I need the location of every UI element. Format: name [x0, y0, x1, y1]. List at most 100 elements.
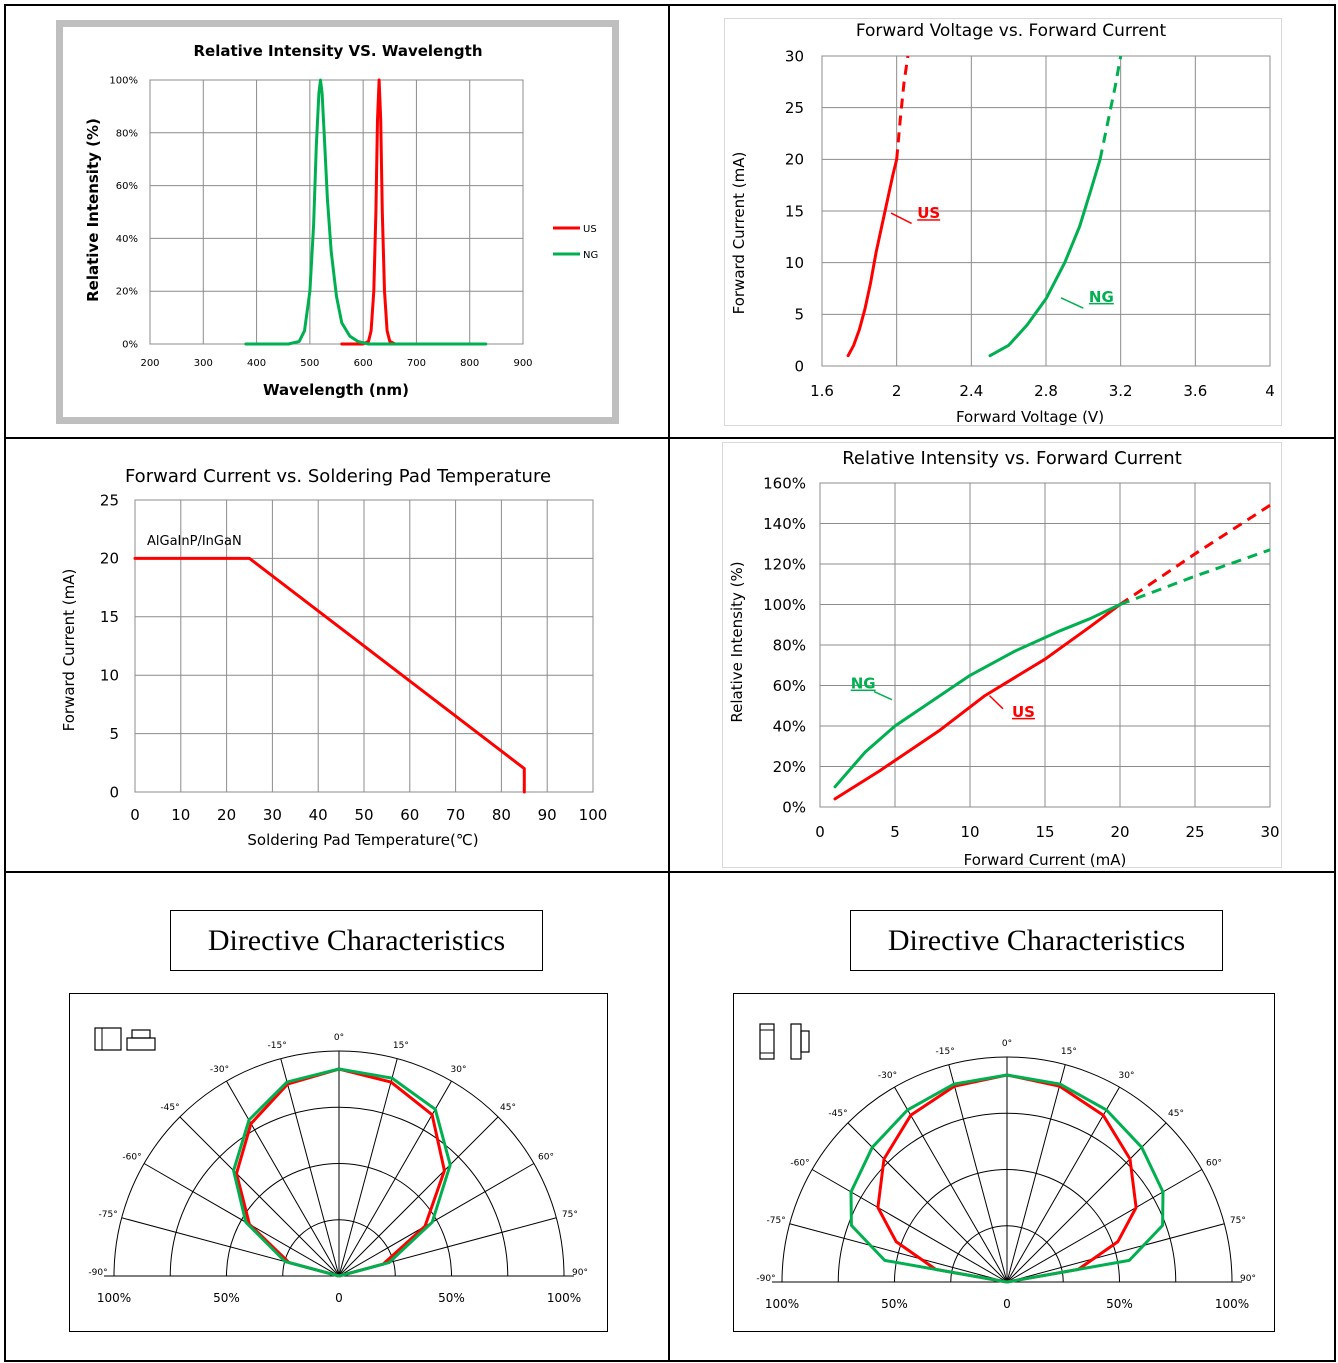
- polar-angle-label: 0°: [1002, 1039, 1012, 1049]
- y-tick-label: 80%: [773, 636, 806, 654]
- spectrum-chart: 200 300 400 500 600 700 800 900 0% 20% 40% 60% 80% 10…: [56, 20, 619, 424]
- x-tick-label: 40: [309, 806, 328, 824]
- y-tick-label: 10: [100, 666, 119, 684]
- y-tick-label: 0%: [122, 340, 138, 351]
- polar-angle-label: -60°: [790, 1159, 809, 1169]
- polar-radial-label: 50%: [213, 1291, 240, 1305]
- ng-annotation: NG: [851, 675, 876, 693]
- y-tick-label: 160%: [763, 474, 806, 492]
- polar-angle-label: -90°: [88, 1268, 107, 1278]
- table-border-row2: [4, 871, 1336, 873]
- y-axis-label: Forward Current (mA): [60, 569, 78, 732]
- x-tick-label: 700: [407, 358, 426, 369]
- y-tick-label: 140%: [763, 515, 806, 533]
- x-tick-label: 20: [1110, 823, 1129, 841]
- chart-title: Relative Intensity vs. Forward Current: [842, 448, 1182, 469]
- ng-annotation: NG: [1089, 288, 1114, 306]
- polar-left-chart: -90° -75° -60° -45° -30° -15° 0° 15° 30° 45° 60° 75…: [69, 993, 608, 1332]
- polar-angle-label: -30°: [878, 1071, 897, 1081]
- x-tick-label: 60: [400, 806, 419, 824]
- x-tick-label: 2.8: [1034, 382, 1058, 400]
- y-tick-label: 0%: [782, 798, 806, 816]
- x-tick-label: 200: [140, 358, 159, 369]
- x-tick-label: 5: [890, 823, 900, 841]
- y-tick-label: 30: [785, 47, 804, 65]
- polar-radial-label: 50%: [881, 1297, 908, 1311]
- ng-leader-line: [874, 692, 892, 700]
- derating-annotation: AlGaInP/InGaN: [147, 534, 242, 549]
- x-tick-label: 100: [579, 806, 608, 824]
- polar-radial-label: 100%: [97, 1291, 131, 1305]
- us-leader-line: [891, 213, 912, 223]
- y-tick-label: 80%: [116, 128, 138, 139]
- y-tick-label: 5: [109, 725, 119, 743]
- x-tick-label: 10: [960, 823, 979, 841]
- polar-angle-label: 45°: [500, 1103, 516, 1113]
- y-tick-label: 60%: [116, 181, 138, 192]
- y-tick-label: 15: [785, 202, 804, 220]
- y-axis-label: Relative Intensity (%): [84, 118, 102, 302]
- y-tick-label: 0: [794, 357, 804, 375]
- polar-radial-label: 0: [1003, 1297, 1011, 1311]
- led-side-view-icon-lens: [801, 1031, 809, 1052]
- y-tick-label: 0: [109, 783, 119, 801]
- x-tick-label: 0: [815, 823, 825, 841]
- polar-spoke: [339, 1164, 534, 1277]
- series-line-us: [835, 605, 1120, 799]
- polar-series-ng: [234, 1069, 451, 1276]
- polar-angle-label: 75°: [1230, 1216, 1246, 1226]
- x-tick-label: 400: [247, 358, 266, 369]
- intensity-current-chart: 0 5 10 15 20 25 30 0% 20% 40% 60% 80% 100% 120% 140% 16…: [722, 442, 1282, 868]
- table-border-middle: [668, 4, 670, 1362]
- y-tick-label: 100%: [109, 76, 138, 87]
- x-axis-label: Forward Voltage (V): [956, 408, 1104, 426]
- y-tick-label: 20: [100, 550, 119, 568]
- x-tick-label: 90: [538, 806, 557, 824]
- polar-radial-label: 100%: [765, 1297, 799, 1311]
- polar-angle-label: 60°: [1206, 1159, 1222, 1169]
- directive-title-right: Directive Characteristics: [850, 910, 1223, 971]
- x-tick-label: 500: [300, 358, 319, 369]
- x-tick-label: 25: [1185, 823, 1204, 841]
- y-tick-label: 25: [100, 491, 119, 509]
- polar-angle-label: -45°: [160, 1103, 179, 1113]
- polar-spoke: [227, 1081, 340, 1276]
- x-tick-label: 1.6: [810, 382, 834, 400]
- legend-label-us: US: [583, 224, 597, 235]
- x-tick-label: 10: [171, 806, 190, 824]
- x-tick-label: 50: [354, 806, 373, 824]
- polar-spoke: [144, 1164, 339, 1277]
- x-tick-label: 300: [194, 358, 213, 369]
- x-tick-label: 20: [217, 806, 236, 824]
- y-tick-label: 20%: [116, 287, 138, 298]
- y-tick-label: 120%: [763, 555, 806, 573]
- led-side-view-icon-top: [132, 1030, 150, 1038]
- y-tick-label: 15: [100, 608, 119, 626]
- derating-chart: 0 10 20 30 40 50 60 70 80 90 100 0 5 10 15 20 25 Forward …: [56, 460, 616, 860]
- polar-angle-label: -15°: [268, 1041, 287, 1051]
- x-tick-label: 15: [1035, 823, 1054, 841]
- y-tick-label: 40%: [773, 717, 806, 735]
- x-axis-label: Soldering Pad Temperature(℃): [247, 831, 478, 849]
- polar-angle-label: 30°: [451, 1065, 467, 1075]
- y-tick-label: 10: [785, 254, 804, 272]
- polar-angle-label: -75°: [767, 1216, 786, 1226]
- polar-angle-label: 15°: [1061, 1047, 1077, 1057]
- polar-radial-label: 50%: [438, 1291, 465, 1305]
- ng-leader-line: [1061, 298, 1083, 308]
- y-tick-label: 60%: [773, 677, 806, 695]
- x-tick-label: 3.2: [1109, 382, 1133, 400]
- table-border-left: [4, 4, 6, 1362]
- led-side-view-icon: [791, 1024, 801, 1059]
- x-tick-label: 80: [492, 806, 511, 824]
- x-axis-label: Wavelength (nm): [263, 381, 409, 399]
- polar-spoke: [949, 1065, 1007, 1282]
- polar-angle-label: -75°: [99, 1210, 118, 1220]
- y-axis-label: Relative Intensity (%): [728, 561, 746, 722]
- polar-angle-label: -45°: [828, 1109, 847, 1119]
- polar-radial-label: 50%: [1106, 1297, 1133, 1311]
- series-line-us: [848, 159, 897, 355]
- x-tick-label: 30: [1260, 823, 1279, 841]
- polar-right-chart: -90°-75°-60°-45°-30°-15°0°15°30°45°60°75…: [733, 993, 1275, 1332]
- x-tick-label: 0: [130, 806, 140, 824]
